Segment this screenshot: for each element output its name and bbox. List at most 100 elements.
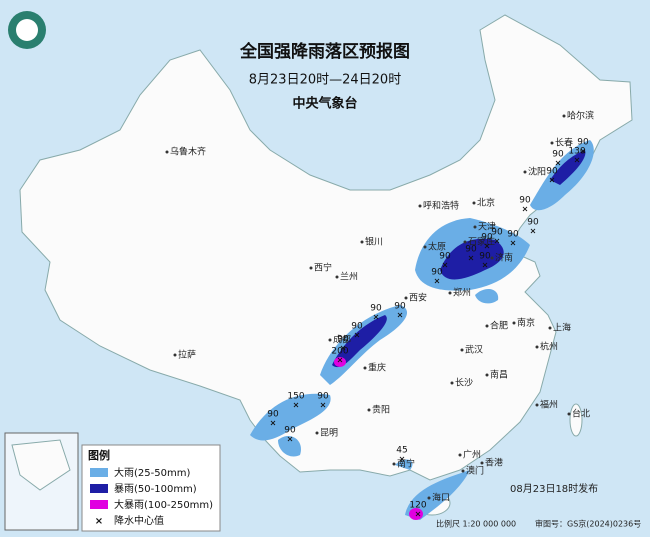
rain-center-value: 90 [267,410,279,420]
city-dot [480,461,484,465]
city-dot [523,170,527,174]
city-dot [535,345,539,349]
scale: 比例尺 1:20 000 000 [436,519,516,529]
city-label: 天津 [478,222,496,233]
city-label: 西安 [409,292,427,304]
rain-center-value: 90 [546,167,558,177]
rain-center-cross: × [397,311,404,320]
rain-center-value: 200 [331,347,348,357]
legend-cross: × [95,516,103,527]
city-label: 重庆 [368,362,386,374]
legend-swatch [90,500,108,509]
rain-center-cross: × [468,254,475,263]
rain-center-value: 90 [465,245,477,255]
city-dot [463,240,467,244]
rain-center-value: 90 [337,335,349,345]
city-dot [367,408,371,412]
rain-center-cross: × [399,455,406,464]
city-label: 兰州 [340,271,358,283]
rain-center-value: 90 [481,233,493,243]
city-label: 西宁 [314,262,332,274]
rain-center-value: 130 [568,147,585,157]
legend-item: 暴雨(50-100mm) [114,483,197,495]
city-label: 南京 [517,317,535,329]
rain-center-value: 45 [396,446,407,456]
city-dot [363,366,367,370]
city-label: 澳门 [466,465,484,477]
rain-center-cross: × [555,159,562,168]
rain-areas [250,140,594,520]
issuer: 中央气象台 [292,96,357,112]
rain-center-cross: × [415,510,422,519]
city-label: 福州 [540,399,558,411]
city-label: 广州 [463,449,481,461]
rain-center-cross: × [434,277,441,286]
city-label: 银川 [365,236,383,248]
logo-inner [16,19,38,41]
city-label: 呼和浩特 [423,200,459,212]
rain-center-cross: × [354,331,361,340]
rain-center-cross: × [270,419,277,428]
legend-item: 大雨(25-50mm) [114,466,190,479]
rain-center-cross: × [482,261,489,270]
city-label: 沈阳 [528,166,546,178]
rain-center-value: 90 [552,150,564,160]
city-dot [473,225,477,229]
rain-center-cross: × [484,242,491,251]
city-label: 哈尔滨 [567,110,594,122]
city-label: 长春 [555,137,573,149]
rain-center-cross: × [549,176,556,185]
approval: 审图号：GS京(2024)0236号 [535,519,641,529]
land-outline [19,14,633,481]
city-label: 成都 [333,334,351,346]
city-dot [458,453,462,457]
rain-center-value: 90 [527,218,539,228]
city-dot [485,373,489,377]
rain-center-value: 90 [431,268,443,278]
rain-center-cross: × [494,237,501,246]
legend-item: 大暴雨(100-250mm) [114,498,213,511]
city-dot [423,245,427,249]
city-dot [550,141,554,145]
city-dot [404,296,408,300]
rain-center-cross: × [340,344,347,353]
rain-center-value: 150 [287,392,304,402]
legend-swatch [90,484,108,493]
rain-center-value: 90 [351,322,363,332]
rain-center-value: 90 [439,252,451,262]
rain-center-cross: × [287,435,294,444]
city-label: 昆明 [320,428,338,439]
rain-center-value: 90 [370,304,382,314]
rain-center-cross: × [510,239,517,248]
city-label: 乌鲁木齐 [170,146,206,158]
rain-center-cross: × [580,147,587,156]
city-dot [535,403,539,407]
city-dot [315,431,319,435]
city-label: 台北 [572,408,590,420]
rain-center-value: 120 [409,501,426,511]
rain-center-cross: × [522,205,529,214]
legend-title: 图例 [88,448,110,462]
city-dot [461,469,465,473]
city-label: 海口 [432,492,450,504]
city-label: 合肥 [490,320,508,332]
city-dot [328,338,332,342]
city-dot [448,291,452,295]
city-label: 贵阳 [372,404,390,416]
legend-swatch [90,468,108,477]
city-label: 上海 [553,322,571,334]
city-dot [567,412,571,416]
city-label: 济南 [495,252,513,264]
city-dot [485,324,489,328]
city-dot [309,266,313,270]
city-label: 北京 [477,197,495,209]
rain-center-cross: × [442,261,449,270]
rain-center-value: 90 [284,426,296,436]
rain-center-value: 90 [507,230,519,240]
city-label: 杭州 [540,341,558,353]
taiwan [569,403,583,437]
rain-center-cross: × [293,401,300,410]
city-dot [173,353,177,357]
